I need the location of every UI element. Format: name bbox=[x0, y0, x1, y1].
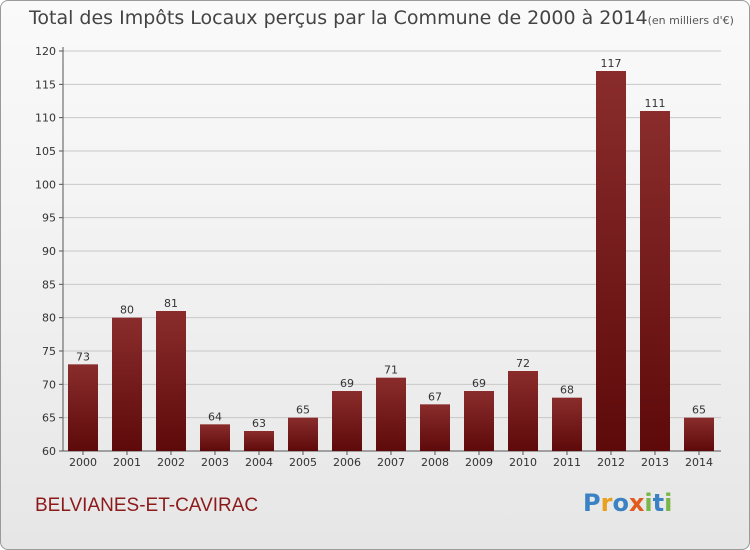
value-label-2014: 65 bbox=[692, 404, 706, 417]
proxiti-logo[interactable]: Proxiti bbox=[583, 489, 672, 517]
bar-2003 bbox=[200, 424, 230, 451]
value-label-2006: 69 bbox=[340, 377, 354, 390]
x-tick-label: 2009 bbox=[465, 456, 493, 469]
bar-2001 bbox=[112, 317, 142, 451]
y-tick-label: 120 bbox=[35, 45, 56, 58]
logo-letter: x bbox=[628, 489, 645, 517]
chart-title-main: Total des Impôts Locaux perçus par la Co… bbox=[29, 7, 648, 29]
value-label-2011: 68 bbox=[560, 384, 574, 397]
y-tick-label: 60 bbox=[42, 445, 56, 458]
x-tick-label: 2011 bbox=[553, 456, 581, 469]
value-label-2009: 69 bbox=[472, 377, 486, 390]
value-label-2005: 65 bbox=[296, 404, 310, 417]
commune-name: BELVIANES-ET-CAVIRAC bbox=[35, 495, 259, 516]
bar-2002 bbox=[156, 311, 186, 451]
bar-2010 bbox=[508, 371, 538, 451]
x-tick-label: 2008 bbox=[421, 456, 449, 469]
x-tick-label: 2005 bbox=[289, 456, 317, 469]
y-tick-label: 85 bbox=[42, 278, 56, 291]
logo-letter: r bbox=[600, 489, 613, 517]
bar-2000 bbox=[68, 364, 98, 451]
y-tick-label: 75 bbox=[42, 345, 56, 358]
y-tick-label: 95 bbox=[42, 212, 56, 225]
y-tick-label: 110 bbox=[35, 112, 56, 125]
value-label-2001: 80 bbox=[120, 304, 134, 317]
value-label-2002: 81 bbox=[164, 297, 178, 310]
bar-2005 bbox=[288, 417, 318, 451]
chart-title: Total des Impôts Locaux perçus par la Co… bbox=[29, 7, 734, 29]
value-label-2013: 111 bbox=[645, 97, 666, 110]
logo-letter: P bbox=[583, 489, 601, 517]
x-tick-label: 2004 bbox=[245, 456, 273, 469]
bar-2012 bbox=[596, 71, 626, 451]
x-tick-label: 2002 bbox=[157, 456, 185, 469]
axes: 60 65 70 75 80 85 90 95 100 105 110 115 120 2000 2001 2… bbox=[35, 45, 721, 469]
x-tick-label: 2013 bbox=[641, 456, 669, 469]
bar-2011 bbox=[552, 397, 582, 451]
value-label-2004: 63 bbox=[252, 417, 266, 430]
logo-letter: i bbox=[644, 489, 653, 517]
bar-2008 bbox=[420, 404, 450, 451]
x-tick-label: 2001 bbox=[113, 456, 141, 469]
x-tick-label: 2014 bbox=[685, 456, 713, 469]
y-tick-label: 70 bbox=[42, 378, 56, 391]
logo-letter: o bbox=[612, 489, 629, 517]
y-tick-label: 65 bbox=[42, 412, 56, 425]
bar-2007 bbox=[376, 377, 406, 451]
x-tick-label: 2007 bbox=[377, 456, 405, 469]
value-label-2003: 64 bbox=[208, 410, 222, 423]
bar-2004 bbox=[244, 431, 274, 451]
value-label-2007: 71 bbox=[384, 364, 398, 377]
y-tick-label: 115 bbox=[35, 78, 56, 91]
bar-2006 bbox=[332, 391, 362, 451]
bar-2013 bbox=[640, 111, 670, 451]
value-label-2000: 73 bbox=[76, 350, 90, 363]
logo-letter: t bbox=[652, 489, 665, 517]
y-tick-label: 100 bbox=[35, 178, 56, 191]
y-tick-label: 90 bbox=[42, 245, 56, 258]
logo-letter: i bbox=[664, 489, 673, 517]
y-tick-label: 105 bbox=[35, 145, 56, 158]
chart-title-unit: (en milliers d'€) bbox=[647, 14, 734, 27]
bars bbox=[68, 71, 714, 451]
bar-2014 bbox=[684, 417, 714, 451]
x-tick-label: 2000 bbox=[69, 456, 97, 469]
x-tick-label: 2010 bbox=[509, 456, 537, 469]
y-tick-label: 80 bbox=[42, 312, 56, 325]
value-label-2010: 72 bbox=[516, 357, 530, 370]
value-label-2008: 67 bbox=[428, 390, 442, 403]
value-label-2012: 117 bbox=[601, 57, 622, 70]
bar-2009 bbox=[464, 391, 494, 451]
x-tick-label: 2006 bbox=[333, 456, 361, 469]
value-labels: 73 80 81 64 63 65 69 71 67 69 72 68 117 111 65 bbox=[76, 57, 706, 430]
x-tick-label: 2012 bbox=[597, 456, 625, 469]
x-tick-label: 2003 bbox=[201, 456, 229, 469]
